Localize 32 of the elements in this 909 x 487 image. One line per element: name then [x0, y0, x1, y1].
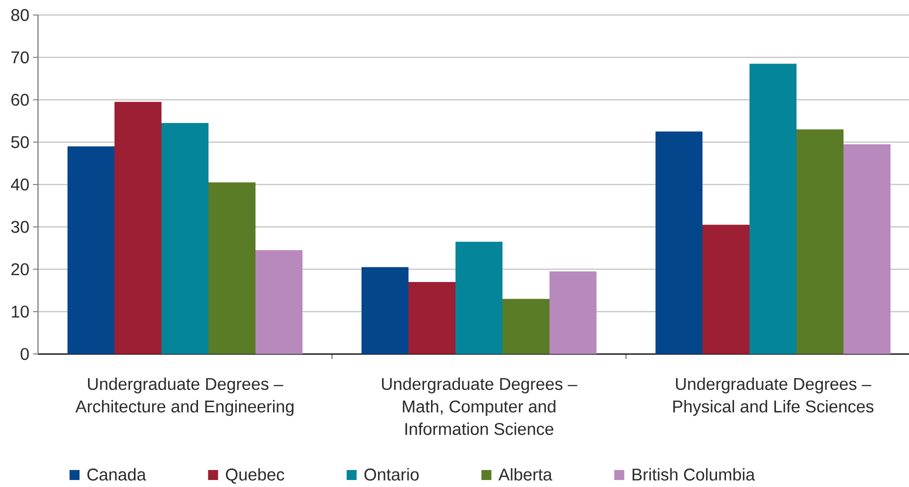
bar [656, 132, 703, 354]
x-tick-label: Undergraduate Degrees – Math, Computer and Information Science [382, 378, 578, 436]
bar [502, 298, 550, 354]
legend-label: Quebec [226, 468, 284, 484]
bar [796, 129, 844, 354]
bar [702, 224, 750, 354]
bar [68, 146, 115, 354]
y-tick-label: 30 [11, 220, 29, 233]
y-tick-label: 10 [12, 306, 29, 318]
bar [362, 267, 409, 354]
y-tick-label: 60 [11, 94, 29, 106]
legend-label: Canada [87, 468, 146, 481]
legend-label: Alberta [498, 468, 552, 481]
x-tick-label: Undergraduate Degrees – Architecture and Engineering [75, 378, 294, 416]
bar [550, 271, 597, 354]
y-tick-label: 40 [10, 178, 29, 191]
bar [750, 64, 797, 354]
bar [114, 102, 162, 354]
y-tick-label: 80 [11, 8, 29, 22]
bar [844, 144, 891, 354]
bar [162, 123, 209, 354]
bar [456, 242, 503, 354]
legend-label: Ontario [364, 468, 419, 481]
bar [256, 250, 303, 354]
bar [408, 282, 456, 354]
y-tick-label: 0 [20, 348, 29, 360]
y-tick-label: 20 [11, 263, 29, 276]
bar [208, 182, 256, 354]
legend-label: British Columbia [632, 468, 755, 481]
y-tick-label: 50 [11, 136, 29, 148]
y-tick-label: 70 [11, 51, 29, 64]
x-tick-label: Undergraduate Degrees – Physical and Life Sciences [673, 378, 874, 416]
